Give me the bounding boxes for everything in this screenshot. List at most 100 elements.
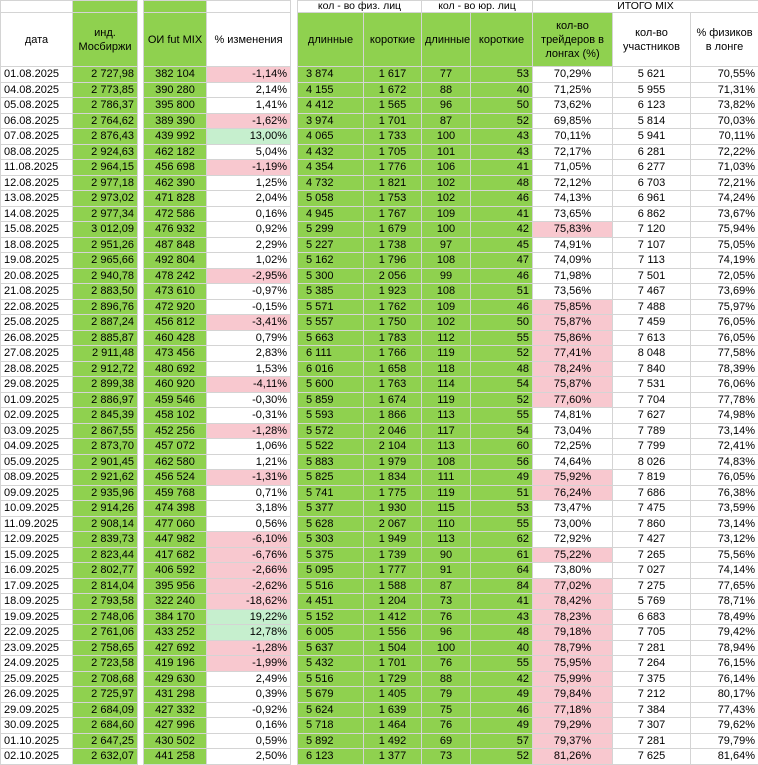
cell: 2 973,02 (73, 191, 138, 207)
cell: 70,55% (691, 67, 758, 83)
spacer (291, 315, 298, 331)
cell: 1 777 (364, 563, 422, 579)
cell: 0,16% (207, 206, 291, 222)
cell: 73,65% (533, 206, 613, 222)
cell: 24.09.2025 (1, 656, 73, 672)
cell: 77,41% (533, 346, 613, 362)
cell: 1 639 (364, 702, 422, 718)
cell: 474 398 (144, 501, 207, 517)
cell: 7 613 (613, 330, 691, 346)
cell: 7 625 (613, 749, 691, 765)
cell: 77,43% (691, 702, 758, 718)
cell: 5 227 (298, 237, 364, 253)
cell: 2 867,55 (73, 423, 138, 439)
cell: 49 (471, 470, 533, 486)
cell: 427 692 (144, 640, 207, 656)
cell: 1 783 (364, 330, 422, 346)
cell: 459 546 (144, 392, 207, 408)
cell: 112 (422, 330, 471, 346)
cell: 456 812 (144, 315, 207, 331)
cell: 56 (471, 454, 533, 470)
cell: 80,17% (691, 687, 758, 703)
cell: 54 (471, 377, 533, 393)
cell: 1,02% (207, 253, 291, 269)
cell: 48 (471, 625, 533, 641)
cell: -6,10% (207, 532, 291, 548)
cell: 5 624 (298, 702, 364, 718)
cell: 2 758,65 (73, 640, 138, 656)
cell: 1 504 (364, 640, 422, 656)
cell: 2 899,38 (73, 377, 138, 393)
cell: 1 588 (364, 578, 422, 594)
cell: 472 920 (144, 299, 207, 315)
cell: 492 804 (144, 253, 207, 269)
cell: 7 281 (613, 733, 691, 749)
cell: 7 264 (613, 656, 691, 672)
cell: 487 848 (144, 237, 207, 253)
spacer (291, 718, 298, 734)
spacer (291, 144, 298, 160)
cell: 0,59% (207, 733, 291, 749)
cell: 77,65% (691, 578, 758, 594)
cell: 2 814,04 (73, 578, 138, 594)
cell: 96 (422, 625, 471, 641)
cell: 5 516 (298, 578, 364, 594)
spacer (291, 392, 298, 408)
cell: 75,92% (533, 470, 613, 486)
cell: 100 (422, 129, 471, 145)
cell: 1 821 (364, 175, 422, 191)
cell: 79,37% (533, 733, 613, 749)
cell: 74,83% (691, 454, 758, 470)
spacer (291, 625, 298, 641)
cell: 52 (471, 346, 533, 362)
cell: 78,42% (533, 594, 613, 610)
cell: 101 (422, 144, 471, 160)
cell: 0,39% (207, 687, 291, 703)
cell: 441 258 (144, 749, 207, 765)
cell: 8 026 (613, 454, 691, 470)
cell: -1,31% (207, 470, 291, 486)
cell: 2 977,18 (73, 175, 138, 191)
cell: 1 930 (364, 501, 422, 517)
cell: 76,05% (691, 330, 758, 346)
cell: 2 748,06 (73, 609, 138, 625)
cell: 26.09.2025 (1, 687, 73, 703)
cell: 50 (471, 315, 533, 331)
spacer (291, 408, 298, 424)
cell: 5 883 (298, 454, 364, 470)
cell: 71,25% (533, 82, 613, 98)
cell: 01.10.2025 (1, 733, 73, 749)
cell: 40 (471, 82, 533, 98)
cell: 73 (422, 594, 471, 610)
cell: 1 796 (364, 253, 422, 269)
cell: 2 727,98 (73, 67, 138, 83)
cell: 5 859 (298, 392, 364, 408)
group-empty (1, 1, 73, 13)
cell: 429 630 (144, 671, 207, 687)
cell: 76,24% (533, 485, 613, 501)
cell: -2,66% (207, 563, 291, 579)
cell: 6 123 (613, 98, 691, 114)
cell: 71,03% (691, 160, 758, 176)
cell: 480 692 (144, 361, 207, 377)
cell: 22.09.2025 (1, 625, 73, 641)
cell: 395 956 (144, 578, 207, 594)
cell: 79,18% (533, 625, 613, 641)
cell: -18,62% (207, 594, 291, 610)
cell: 73 (422, 749, 471, 765)
cell: 09.09.2025 (1, 485, 73, 501)
cell: 7 789 (613, 423, 691, 439)
cell: 52 (471, 113, 533, 129)
cell: 77 (422, 67, 471, 83)
cell: 7 307 (613, 718, 691, 734)
cell: 2 823,44 (73, 547, 138, 563)
cell: 471 828 (144, 191, 207, 207)
cell: 1 739 (364, 547, 422, 563)
cell: 73,80% (533, 563, 613, 579)
cell: 08.08.2025 (1, 144, 73, 160)
